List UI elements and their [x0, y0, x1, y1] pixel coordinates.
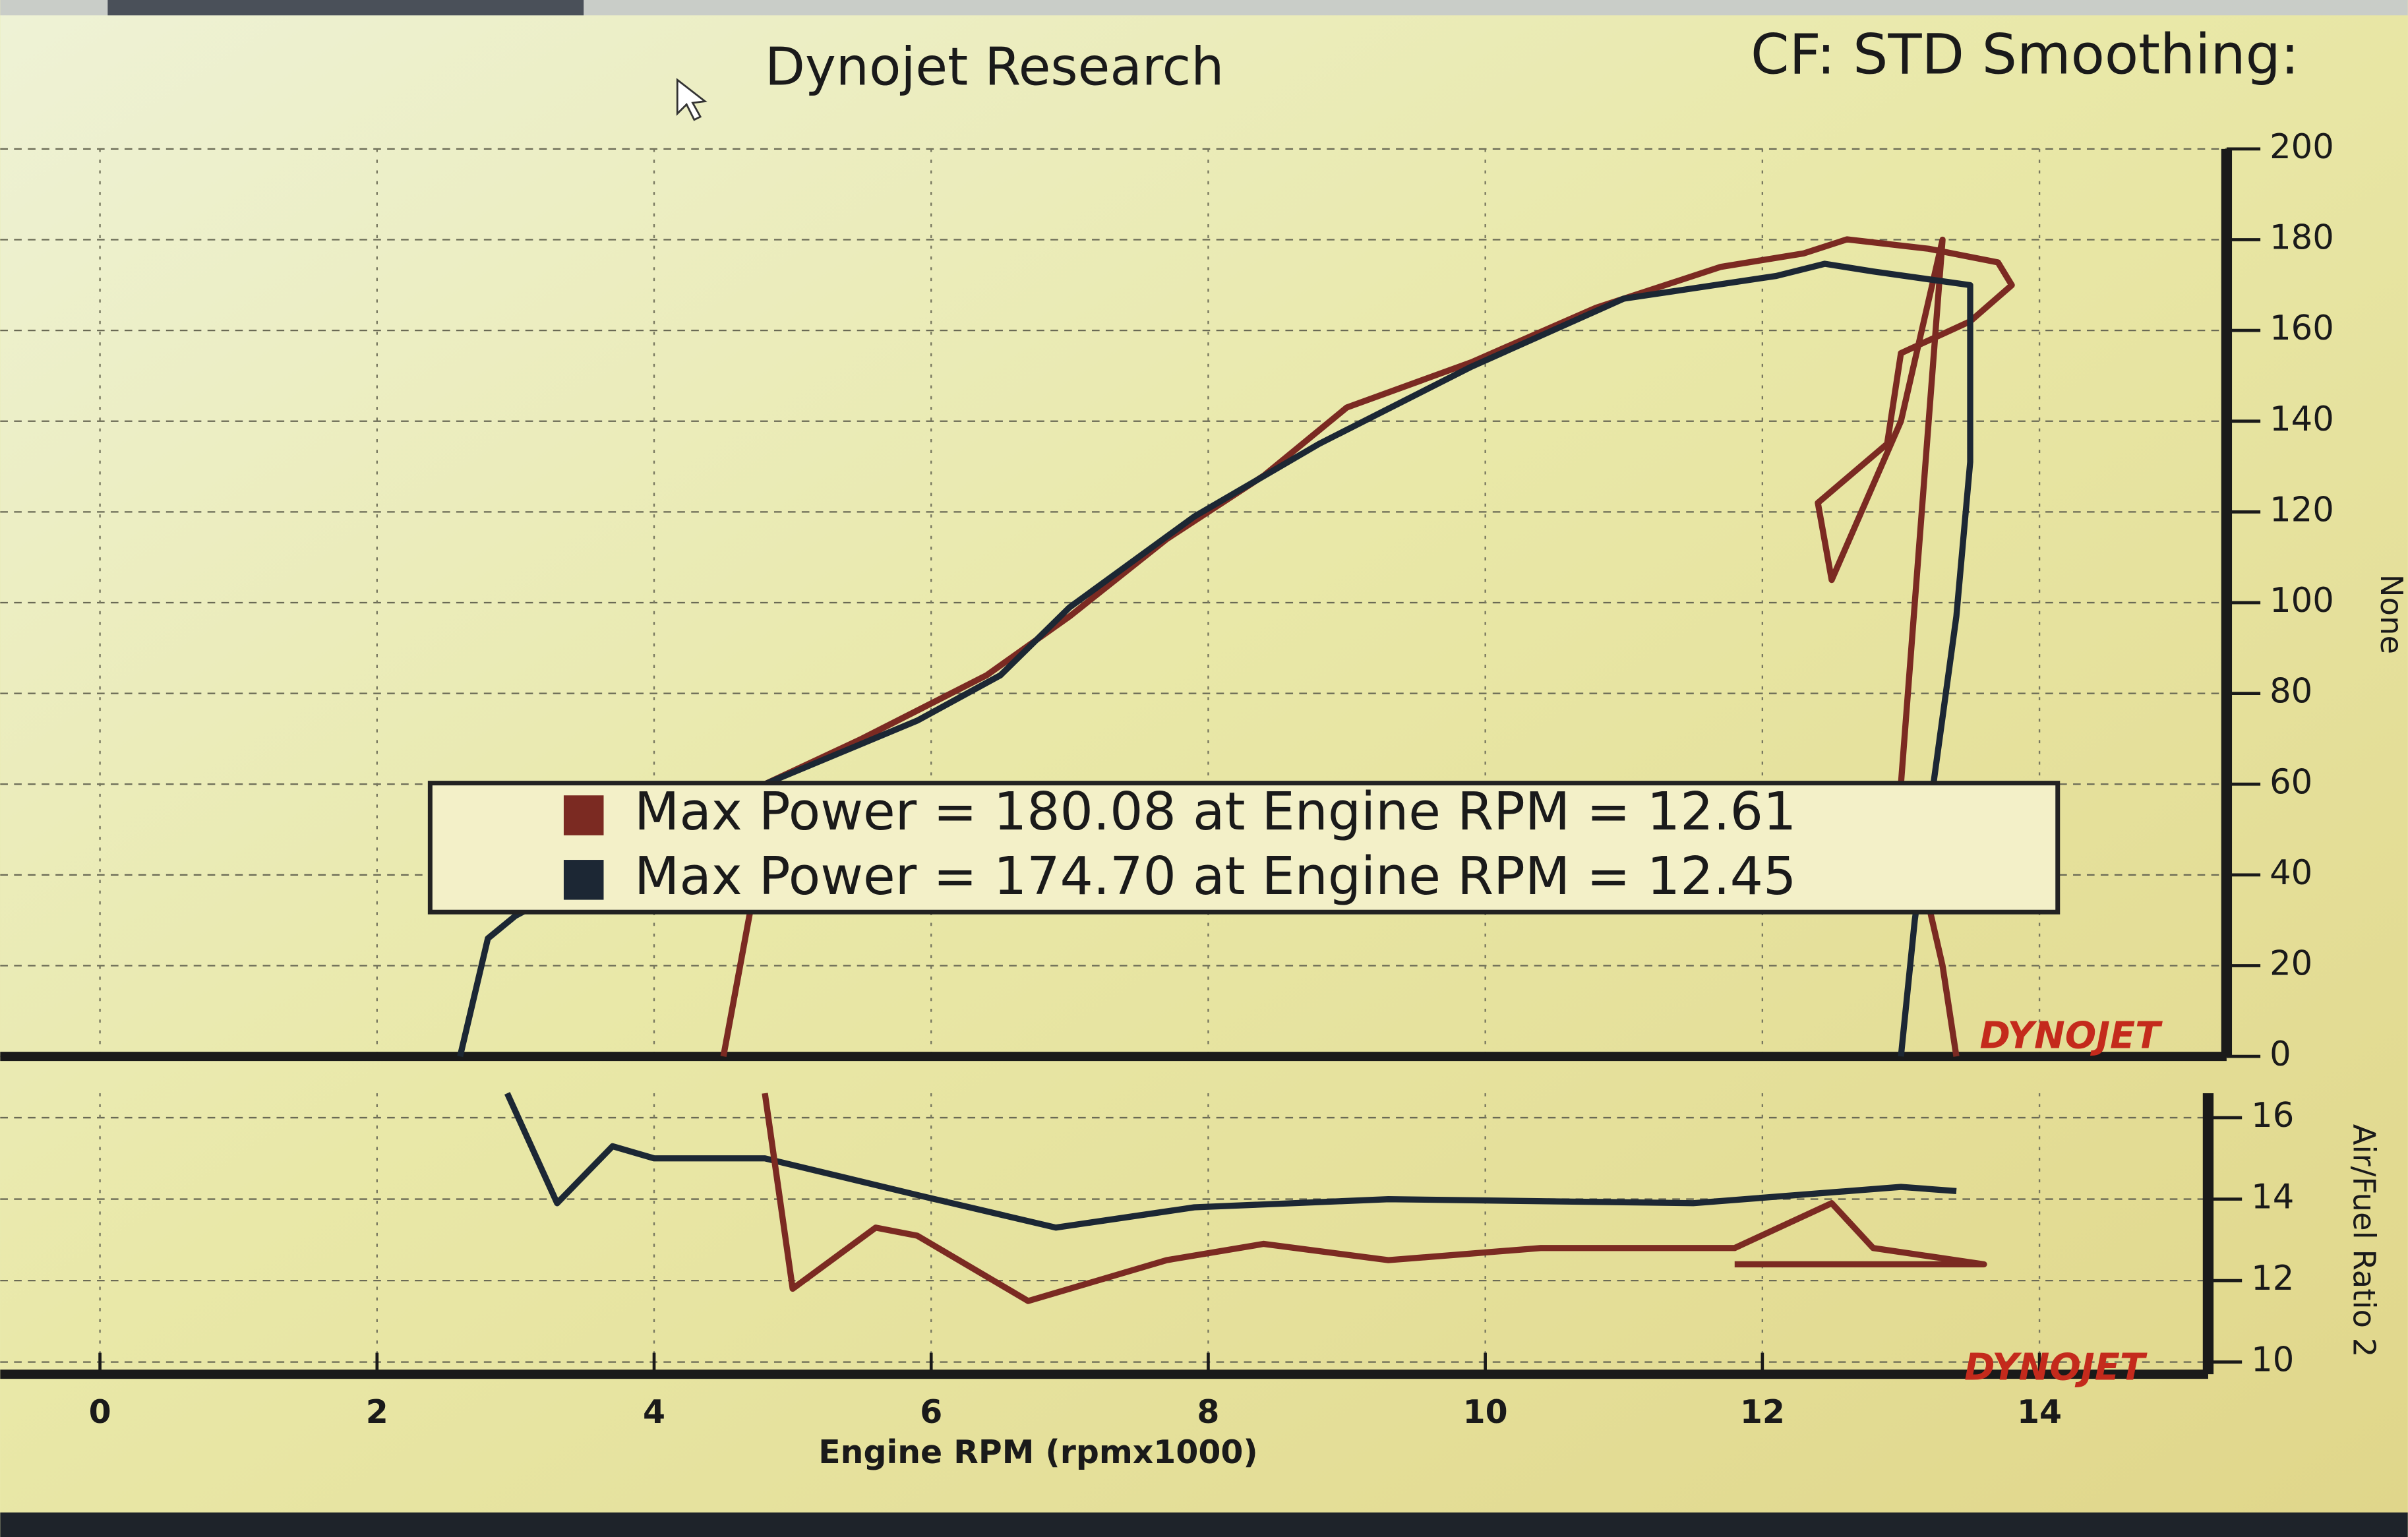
legend-swatch [563, 795, 604, 835]
x-tick-label: 2 [366, 1393, 388, 1431]
y-tick-label: 200 [2270, 127, 2334, 167]
x-tick-label: 8 [1197, 1393, 1219, 1431]
legend: Max Power = 180.08 at Engine RPM = 12.61… [427, 781, 2061, 915]
chart-subtitle: CF: STD Smoothing: [1751, 22, 2299, 86]
y-axis-label: Air/Fuel Ratio 2 [2346, 1124, 2382, 1358]
legend-swatch [563, 860, 604, 900]
y-tick-label: 100 [2270, 581, 2334, 620]
watermark: DYNOJET [1964, 1346, 2148, 1389]
y-tick-label: 140 [2270, 400, 2334, 439]
y-tick-label: 40 [2270, 853, 2312, 893]
y-tick-label: 60 [2270, 762, 2312, 802]
y-tick-label: 0 [2270, 1035, 2291, 1074]
x-tick-label: 4 [643, 1393, 665, 1431]
y-tick-label: 160 [2270, 309, 2334, 348]
y-axis-label: None [2374, 574, 2408, 654]
y-tick-label: 80 [2270, 672, 2312, 711]
tab[interactable] [107, 0, 584, 16]
legend-label: Max Power = 180.08 at Engine RPM = 12.61 [634, 781, 1796, 842]
data-line [504, 1092, 1957, 1231]
x-tick-label: 10 [1463, 1393, 1508, 1431]
x-tick-label: 0 [89, 1393, 111, 1431]
y-tick-label: 120 [2270, 490, 2334, 529]
y-tick-label: 14 [2251, 1178, 2294, 1217]
legend-box [427, 781, 2061, 915]
data-line [762, 1093, 1987, 1304]
data-line [720, 236, 2015, 1057]
y-tick-label: 20 [2270, 944, 2312, 984]
y-tick-label: 12 [2251, 1259, 2294, 1298]
afr-chart: 10 12 14 16 0 2 4 6 8 10 12 14 [0, 1092, 2294, 1431]
x-tick-label: 14 [2017, 1393, 2062, 1431]
y-tick-label: 16 [2251, 1096, 2294, 1135]
tab-bar [0, 0, 2408, 16]
watermark: DYNOJET [1979, 1014, 2163, 1057]
mouse-cursor [676, 78, 707, 121]
x-axis-label: Engine RPM (rpmx1000) [818, 1433, 1257, 1471]
legend-label: Max Power = 174.70 at Engine RPM = 12.45 [634, 846, 1796, 907]
screen-bezel [0, 1512, 2408, 1537]
chart-title: Dynojet Research [765, 37, 1224, 98]
y-tick-label: 10 [2251, 1341, 2294, 1380]
y-tick-label: 180 [2270, 218, 2334, 258]
x-tick-label: 12 [1740, 1393, 1785, 1431]
x-tick-label: 6 [920, 1393, 942, 1431]
